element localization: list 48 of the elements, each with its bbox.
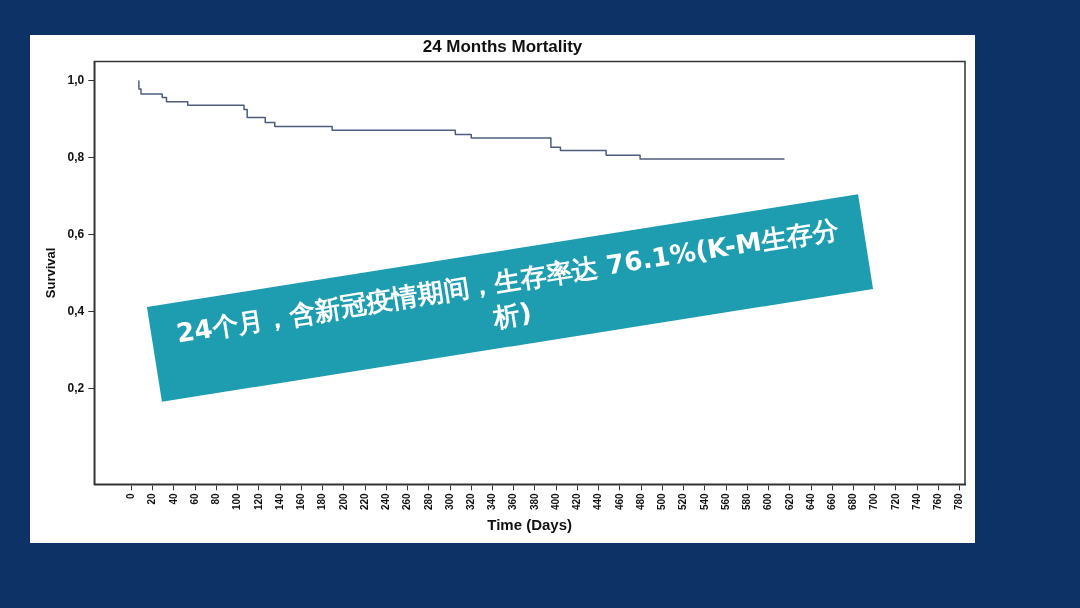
- x-tick-label: 160: [295, 492, 307, 510]
- x-tick-label: 60: [188, 492, 200, 505]
- x-tick-label: 520: [677, 492, 689, 510]
- x-tick-label: 540: [698, 492, 710, 510]
- x-tick-label: 600: [762, 492, 774, 510]
- x-tick-label: 380: [528, 492, 540, 510]
- y-tick-label: 0,6: [67, 226, 85, 241]
- x-axis-title: Time (Days): [487, 516, 573, 534]
- y-tick-label: 0,4: [67, 303, 85, 318]
- x-tick-label: 640: [804, 492, 816, 510]
- x-tick-label: 320: [464, 492, 476, 510]
- x-tick-label: 200: [337, 492, 349, 510]
- x-tick-label: 180: [316, 492, 328, 510]
- x-tick-label: 140: [273, 492, 285, 510]
- x-tick-label: 400: [549, 492, 561, 510]
- x-tick-label: 340: [486, 492, 498, 510]
- y-tick-label: 0,8: [67, 149, 85, 164]
- x-tick-label: 760: [932, 492, 944, 510]
- x-tick-label: 100: [231, 492, 243, 510]
- x-tick-label: 220: [358, 492, 370, 510]
- x-tick-label: 460: [613, 492, 625, 510]
- x-tick-label: 420: [571, 492, 583, 510]
- x-tick-label: 740: [910, 492, 922, 510]
- x-tick-label: 80: [210, 492, 222, 505]
- x-tick-label: 560: [719, 492, 731, 510]
- y-tick-label: 0,2: [67, 380, 85, 395]
- x-tick-label: 480: [634, 492, 646, 510]
- x-tick-label: 620: [783, 492, 795, 510]
- x-tick-label: 700: [868, 492, 880, 510]
- y-tick-label: 1,0: [67, 72, 85, 87]
- x-tick-label: 500: [656, 492, 668, 510]
- chart-title: 24 Months Mortality: [422, 36, 583, 56]
- x-tick-label: 360: [507, 492, 519, 510]
- x-tick-label: 240: [380, 492, 392, 510]
- x-tick-label: 300: [443, 492, 455, 510]
- x-tick-label: 120: [252, 492, 264, 510]
- x-tick-label: 720: [889, 492, 901, 510]
- y-axis-title: Survival: [43, 247, 59, 299]
- x-tick-label: 280: [422, 492, 434, 510]
- x-tick-label: 660: [826, 492, 838, 510]
- x-tick-label: 260: [401, 492, 413, 510]
- x-tick-label: 40: [167, 492, 179, 505]
- x-tick-label: 580: [741, 492, 753, 510]
- x-tick-label: 0: [125, 492, 137, 499]
- x-tick-label: 780: [953, 492, 965, 510]
- x-tick-label: 440: [592, 492, 604, 510]
- x-tick-label: 680: [847, 492, 859, 510]
- x-tick-label: 20: [146, 492, 158, 505]
